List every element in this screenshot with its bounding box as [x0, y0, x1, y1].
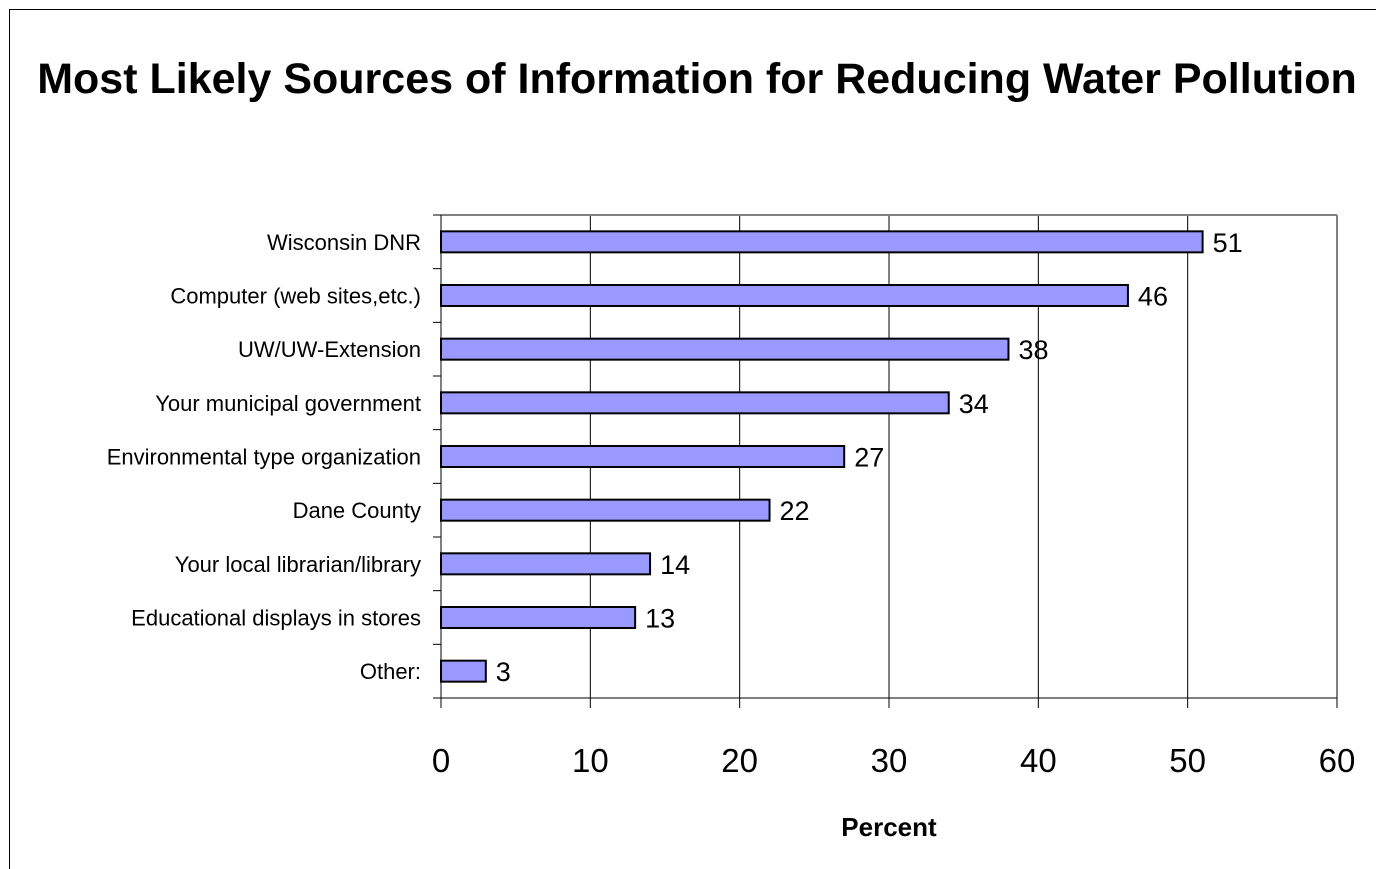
category-label-3: Your municipal government: [155, 391, 421, 416]
bar-8: [440, 659, 487, 683]
data-label-8: 3: [496, 657, 511, 687]
data-label-6: 14: [660, 550, 690, 580]
x-tick-label-10: 10: [572, 742, 609, 779]
data-label-1: 46: [1138, 282, 1168, 312]
category-label-5: Dane County: [293, 498, 421, 523]
data-label-5: 22: [780, 496, 810, 526]
labels: 51 Wisconsin DNR 46 Computer (web sites,etc…: [107, 228, 1356, 779]
bar-7: [440, 606, 637, 629]
x-axis-title: Percent: [841, 812, 937, 842]
data-label-2: 38: [1018, 335, 1048, 365]
bar-1: [440, 284, 1129, 307]
category-label-2: UW/UW-Extension: [238, 337, 421, 362]
x-tick-label-60: 60: [1319, 742, 1356, 779]
category-label-1: Computer (web sites,etc.): [170, 284, 421, 309]
chart-title: Most Likely Sources of Information for R…: [37, 55, 1357, 103]
category-label-7: Educational displays in stores: [131, 606, 421, 631]
axes: [433, 214, 1338, 708]
bar-0: [440, 230, 1204, 254]
x-tick-label-50: 50: [1169, 742, 1206, 779]
x-tick-label-20: 20: [721, 742, 758, 779]
data-label-4: 27: [854, 443, 884, 473]
category-label-0: Wisconsin DNR: [267, 230, 421, 255]
bar-5: [440, 498, 771, 522]
data-label-3: 34: [959, 389, 989, 419]
category-label-6: Your local librarian/library: [175, 552, 421, 577]
data-label-0: 51: [1213, 228, 1243, 258]
chart-frame: [9, 9, 1376, 869]
x-tick-label-0: 0: [432, 742, 450, 779]
category-label-4: Environmental type organization: [107, 445, 421, 470]
bars: [440, 230, 1204, 683]
x-tick-label-30: 30: [871, 742, 908, 779]
data-label-7: 13: [645, 604, 675, 634]
bar-6: [440, 552, 652, 576]
bar-4: [440, 445, 846, 468]
bar-2: [440, 337, 1010, 361]
bar-3: [440, 391, 950, 415]
x-tick-label-40: 40: [1020, 742, 1057, 779]
category-label-8: Other:: [360, 659, 421, 684]
